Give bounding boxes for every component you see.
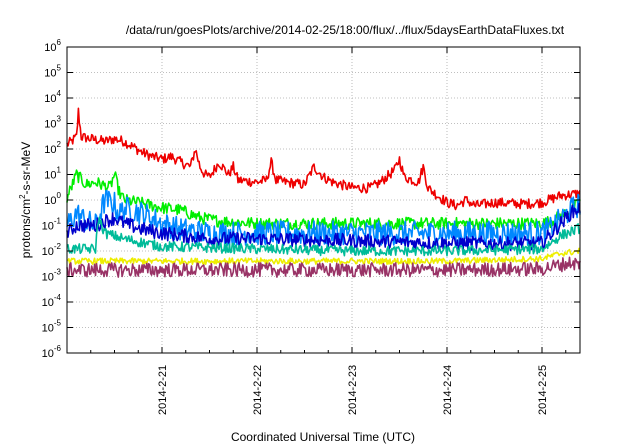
y-tick-label: 103: [44, 115, 61, 131]
series-line-6: [66, 247, 581, 265]
chart-title: /data/run/goesPlots/archive/2014-02-25/1…: [126, 23, 565, 37]
x-tick-label: 2014-2-21: [157, 365, 169, 415]
series-line-1: [66, 107, 581, 211]
y-tick-label: 10-2: [42, 242, 62, 258]
series-layer: [66, 107, 581, 278]
y-tick-label: 10-1: [42, 217, 62, 233]
series-line-4: [66, 202, 581, 252]
series-line-5: [66, 216, 581, 257]
y-tick-label: 106: [44, 38, 61, 54]
x-tick-label: 2014-2-25: [537, 365, 549, 415]
x-axis-label: Coordinated Universal Time (UTC): [231, 430, 415, 444]
y-tick-label: 10-5: [42, 319, 62, 335]
grid-lines: [67, 47, 580, 353]
x-tick-label: 2014-2-23: [347, 365, 359, 415]
y-tick-label: 104: [44, 89, 61, 105]
y-tick-label: 105: [44, 64, 61, 80]
x-tick-label: 2014-2-24: [442, 365, 454, 415]
y-tick-label: 101: [44, 166, 61, 182]
axis-ticks: 10-6 10-5 10-4 10-3 10-2 10-1 100 101 102 103 104 1…: [42, 38, 580, 415]
x-tick-label: 2014-2-22: [252, 365, 264, 415]
y-tick-label: 100: [44, 191, 61, 207]
y-tick-label: 10-3: [42, 268, 62, 284]
y-tick-label: 102: [44, 140, 61, 156]
y-axis-label: protons/cm2-s-sr-MeV: [18, 142, 33, 258]
y-tick-label: 10-6: [42, 344, 62, 360]
series-line-3: [66, 189, 581, 247]
y-tick-label: 10-4: [42, 293, 62, 309]
series-line-7: [66, 256, 581, 278]
